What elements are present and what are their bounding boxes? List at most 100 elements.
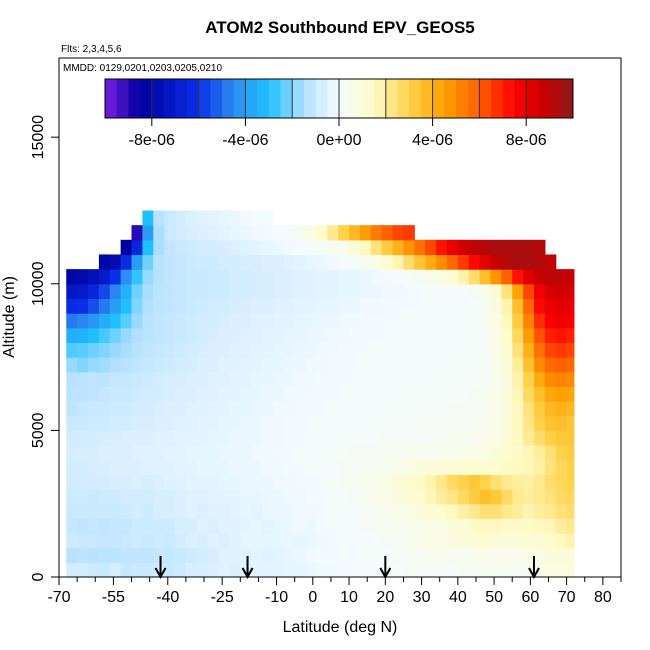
heatmap-cell <box>403 474 415 490</box>
heatmap-cell <box>262 430 274 446</box>
heatmap-cell <box>240 283 252 300</box>
heatmap-cell <box>240 254 252 270</box>
heatmap-cell <box>283 518 296 534</box>
heatmap-cell <box>207 518 220 534</box>
x-tick-label: 70 <box>558 589 576 606</box>
heatmap-cell <box>218 547 231 563</box>
heatmap-cell <box>414 327 426 344</box>
heatmap-cell <box>294 342 307 358</box>
heatmap-cell <box>446 386 459 402</box>
heatmap-cell <box>283 401 296 417</box>
heatmap-cell <box>479 283 492 300</box>
heatmap-cell <box>283 503 296 519</box>
heatmap-cell <box>359 533 372 549</box>
heatmap-cell <box>153 503 165 519</box>
heatmap-cell <box>533 327 546 344</box>
heatmap-cell <box>327 430 339 446</box>
colorbar-tick-label: -4e-06 <box>222 132 268 149</box>
heatmap-cell <box>185 459 198 475</box>
heatmap-cell <box>501 269 513 285</box>
heatmap-cell <box>349 474 361 490</box>
heatmap-cell <box>436 298 448 314</box>
heatmap-cell <box>479 239 492 256</box>
heatmap-cell <box>566 327 575 344</box>
heatmap-cell <box>468 562 481 578</box>
heatmap-cell <box>327 342 339 358</box>
heatmap-cell <box>207 254 220 270</box>
heatmap-cell <box>218 401 231 417</box>
heatmap-cell <box>66 313 78 329</box>
heatmap-cell <box>512 518 524 534</box>
heatmap-cell <box>316 357 328 373</box>
heatmap-cell <box>164 269 176 285</box>
y-tick-label: 10000 <box>30 261 47 306</box>
heatmap-cell <box>88 371 100 388</box>
heatmap-cell <box>164 313 176 329</box>
heatmap-cell <box>523 533 535 549</box>
heatmap-cell <box>120 489 133 505</box>
colorbar-tick-label: 0e+00 <box>317 132 362 149</box>
heatmap-cell <box>131 518 143 534</box>
heatmap-cell <box>338 269 350 285</box>
heatmap-cell <box>544 430 557 446</box>
heatmap-cell <box>262 386 274 402</box>
heatmap-cell <box>120 327 133 344</box>
heatmap-cell <box>370 459 383 475</box>
heatmap-cell <box>207 401 220 417</box>
heatmap-cell <box>457 562 470 578</box>
heatmap-cell <box>77 489 89 505</box>
heatmap-cell <box>544 357 557 373</box>
heatmap-cell <box>338 547 350 563</box>
heatmap-cell <box>533 474 546 490</box>
heatmap-cell <box>544 533 557 549</box>
heatmap-cell <box>142 357 154 373</box>
heatmap-cell <box>359 283 372 300</box>
heatmap-cell <box>120 357 133 373</box>
heatmap-cell <box>305 386 318 402</box>
heatmap-cell <box>88 313 100 329</box>
heatmap-cell <box>316 518 328 534</box>
heatmap-cell <box>523 518 535 534</box>
heatmap-cell <box>403 430 415 446</box>
heatmap-cell <box>436 357 448 373</box>
heatmap-cell <box>142 415 154 431</box>
heatmap-cell <box>446 254 459 270</box>
heatmap-cell <box>392 445 405 461</box>
heatmap-cell <box>316 503 328 519</box>
heatmap-cell <box>327 445 339 461</box>
heatmap-cell <box>512 283 524 300</box>
heatmap-cell <box>566 547 575 563</box>
heatmap-cell <box>240 298 252 314</box>
heatmap-cell <box>392 254 405 270</box>
heatmap-cell <box>327 269 339 285</box>
heatmap-cell <box>370 342 383 358</box>
heatmap-cell <box>414 239 426 256</box>
heatmap-cell <box>164 357 176 373</box>
heatmap-cell <box>207 415 220 431</box>
heatmap-cell <box>523 415 535 431</box>
heatmap-cell <box>251 474 263 490</box>
heatmap-cell <box>305 371 318 388</box>
heatmap-cell <box>262 225 274 241</box>
heatmap-cell <box>305 503 318 519</box>
heatmap-cell <box>425 474 437 490</box>
heatmap-cell <box>283 239 296 256</box>
heatmap-cell <box>566 533 575 549</box>
heatmap-cell <box>153 533 165 549</box>
heatmap-cell <box>533 269 546 285</box>
heatmap-cell <box>185 547 198 563</box>
heatmap-cell <box>262 489 274 505</box>
heatmap-cell <box>131 225 143 241</box>
heatmap-cell <box>109 313 122 329</box>
heatmap-cell <box>381 430 394 446</box>
heatmap-cell <box>272 239 285 256</box>
colorbar-segment <box>491 79 504 118</box>
colorbar-segment <box>339 79 352 118</box>
heatmap-cell <box>240 386 252 402</box>
heatmap-cell <box>403 327 415 344</box>
heatmap-cell <box>77 562 89 578</box>
heatmap-cell <box>175 518 187 534</box>
heatmap-cell <box>501 401 513 417</box>
heatmap-cell <box>283 254 296 270</box>
heatmap-cell <box>77 518 89 534</box>
